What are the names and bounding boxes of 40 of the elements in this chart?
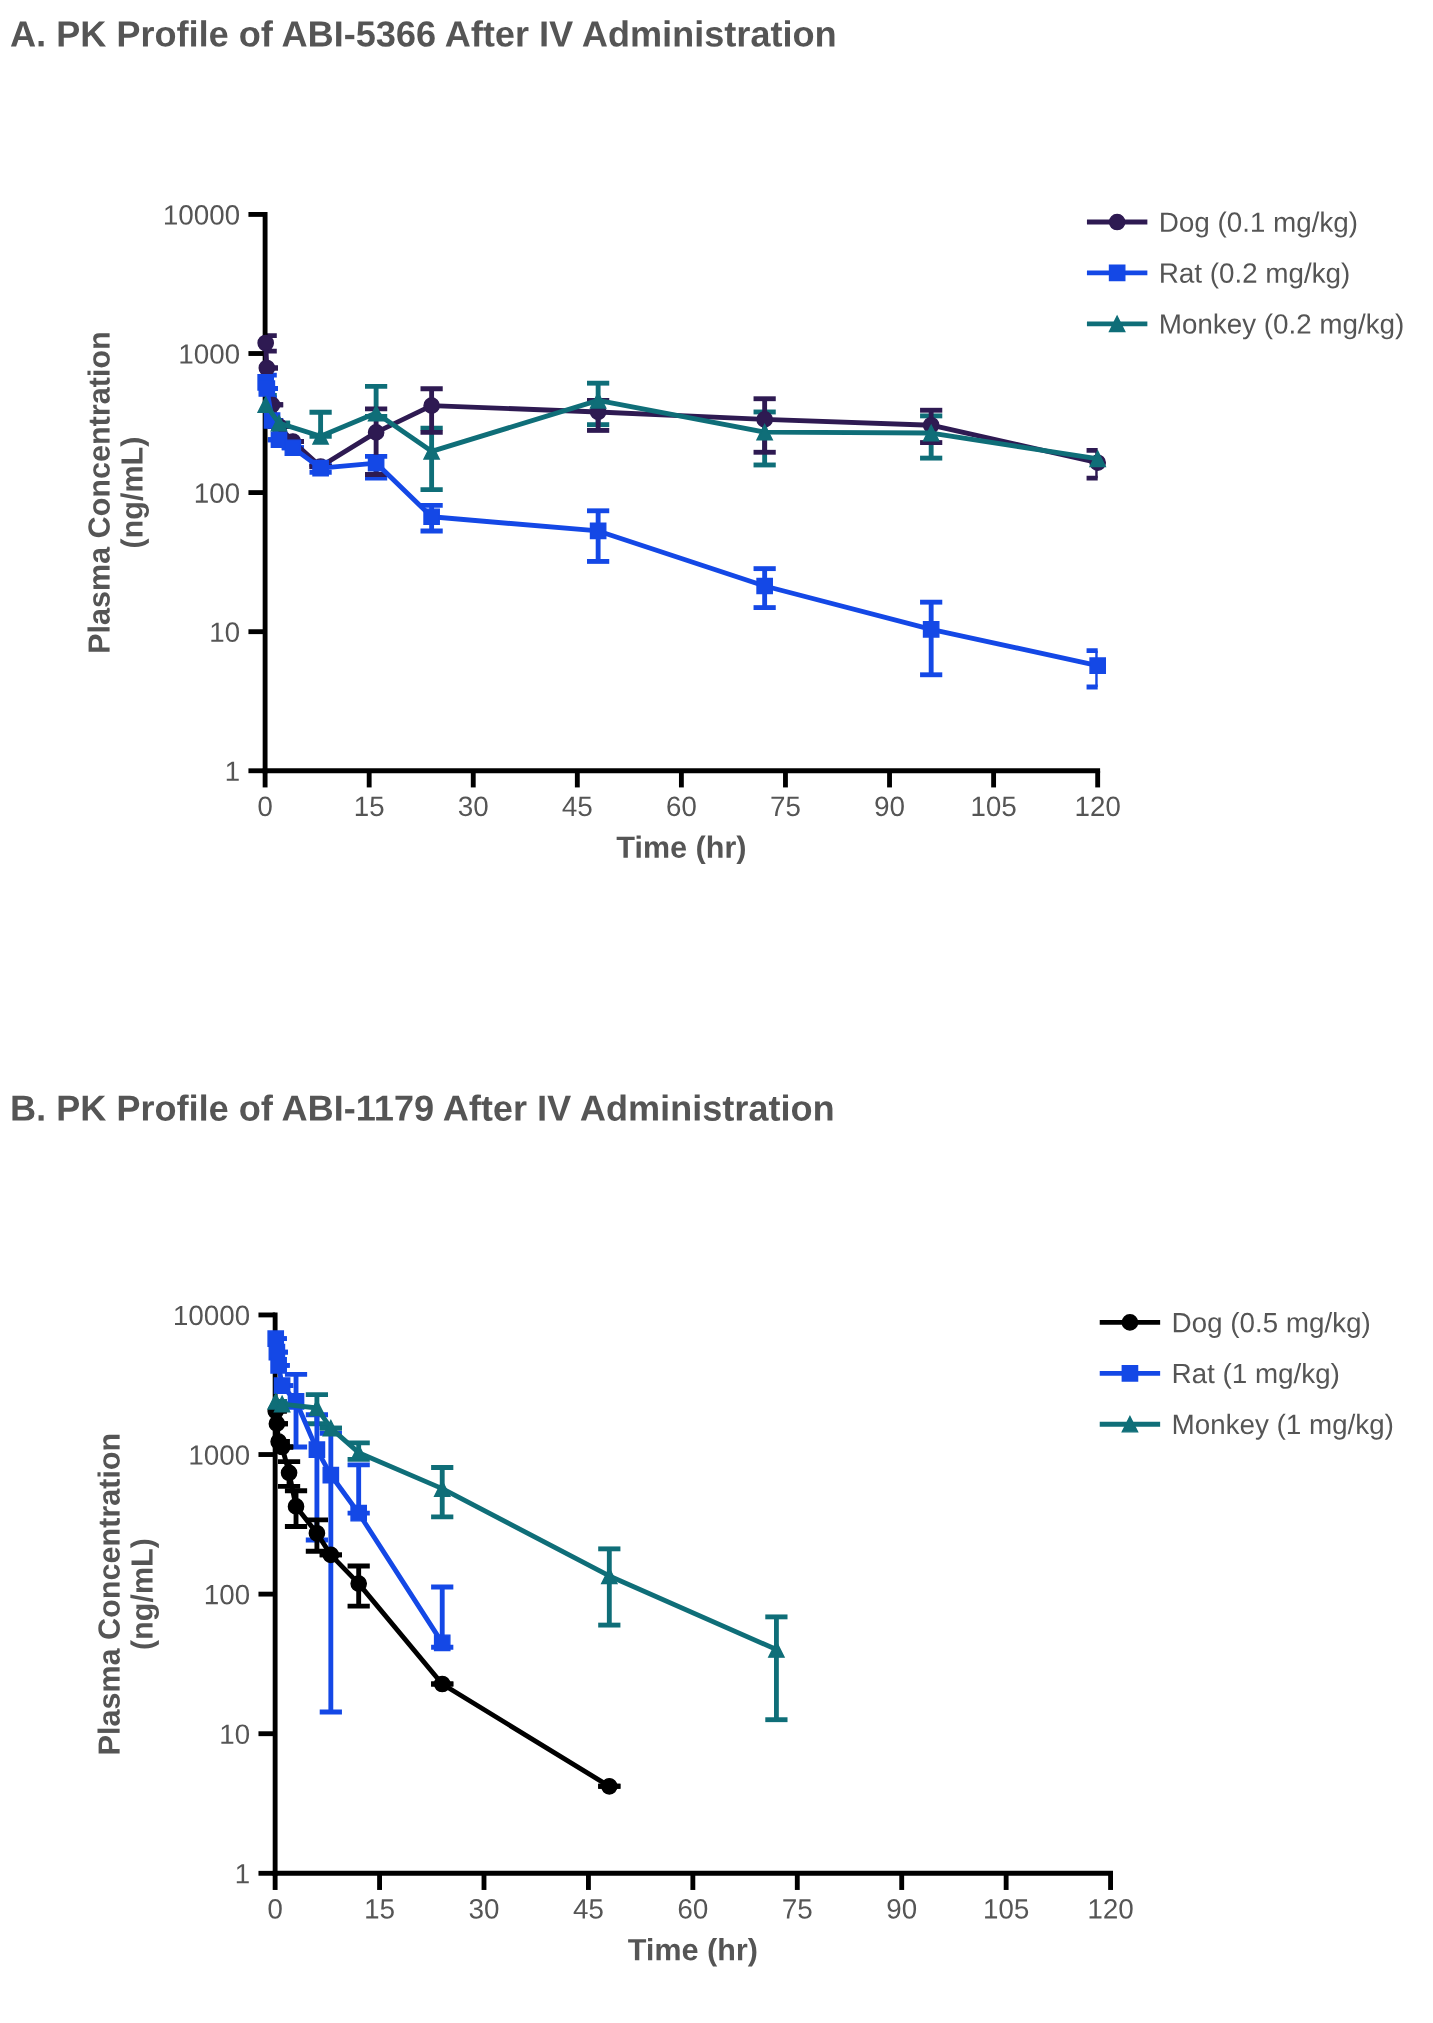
y-tick-label: 100 [195, 483, 240, 503]
legend-label: Dog (0.5 mg/kg) [1173, 1312, 1370, 1338]
chart-title: B. PK Profile of ABI-1179 After IV Administration [12, 1094, 833, 1121]
y-axis-title: Plasma Concentration (ng/mL) [87, 333, 149, 652]
x-tick-label: 105 [985, 1899, 1029, 1919]
x-tick-label: 15 [366, 1899, 394, 1919]
x-tick-label: 60 [667, 796, 696, 817]
x-tick-label: 30 [469, 1899, 499, 1919]
x-axis-title: Time (hr) [628, 1938, 757, 1967]
y-tick-label: 1 [226, 761, 239, 781]
y-tick-label: 10000 [164, 205, 240, 225]
y-tick-label: 10 [221, 1724, 250, 1745]
x-tick-label: 15 [355, 796, 384, 817]
x-tick-label: 90 [887, 1899, 917, 1919]
x-tick-label: 0 [268, 1899, 282, 1919]
x-axis-title: Time (hr) [616, 835, 745, 865]
x-tick-label: 75 [783, 1899, 812, 1919]
legend-label: Monkey (1 mg/kg) [1173, 1413, 1393, 1440]
legend-label: Rat (1 mg/kg) [1173, 1362, 1339, 1389]
x-tick-label: 0 [258, 796, 272, 817]
x-tick-label: 30 [458, 796, 488, 817]
legend-label: Dog (0.1 mg/kg) [1161, 211, 1357, 238]
x-tick-label: 75 [771, 796, 800, 817]
x-tick-label: 45 [573, 1899, 603, 1919]
x-tick-label: 120 [1076, 796, 1120, 817]
x-tick-label: 60 [678, 1899, 708, 1919]
x-tick-label: 45 [562, 796, 592, 817]
x-tick-label: 105 [972, 796, 1016, 817]
chart-title: A. PK Profile of ABI-5366 After IV Administration [10, 20, 835, 47]
y-tick-label: 1000 [180, 344, 240, 364]
legend-label: Rat (0.2 mg/kg) [1161, 262, 1349, 289]
y-tick-label: 100 [205, 1584, 250, 1605]
x-tick-label: 90 [875, 796, 904, 817]
y-axis-title: Plasma Concentration (ng/mL) [97, 1434, 160, 1754]
y-tick-label: 1000 [190, 1445, 250, 1465]
x-tick-label: 120 [1089, 1899, 1133, 1919]
y-tick-label: 10 [211, 622, 240, 643]
legend-label: Monkey (0.2 mg/kg) [1161, 313, 1403, 340]
y-tick-label: 1 [236, 1864, 249, 1884]
y-tick-label: 10000 [175, 1305, 250, 1326]
